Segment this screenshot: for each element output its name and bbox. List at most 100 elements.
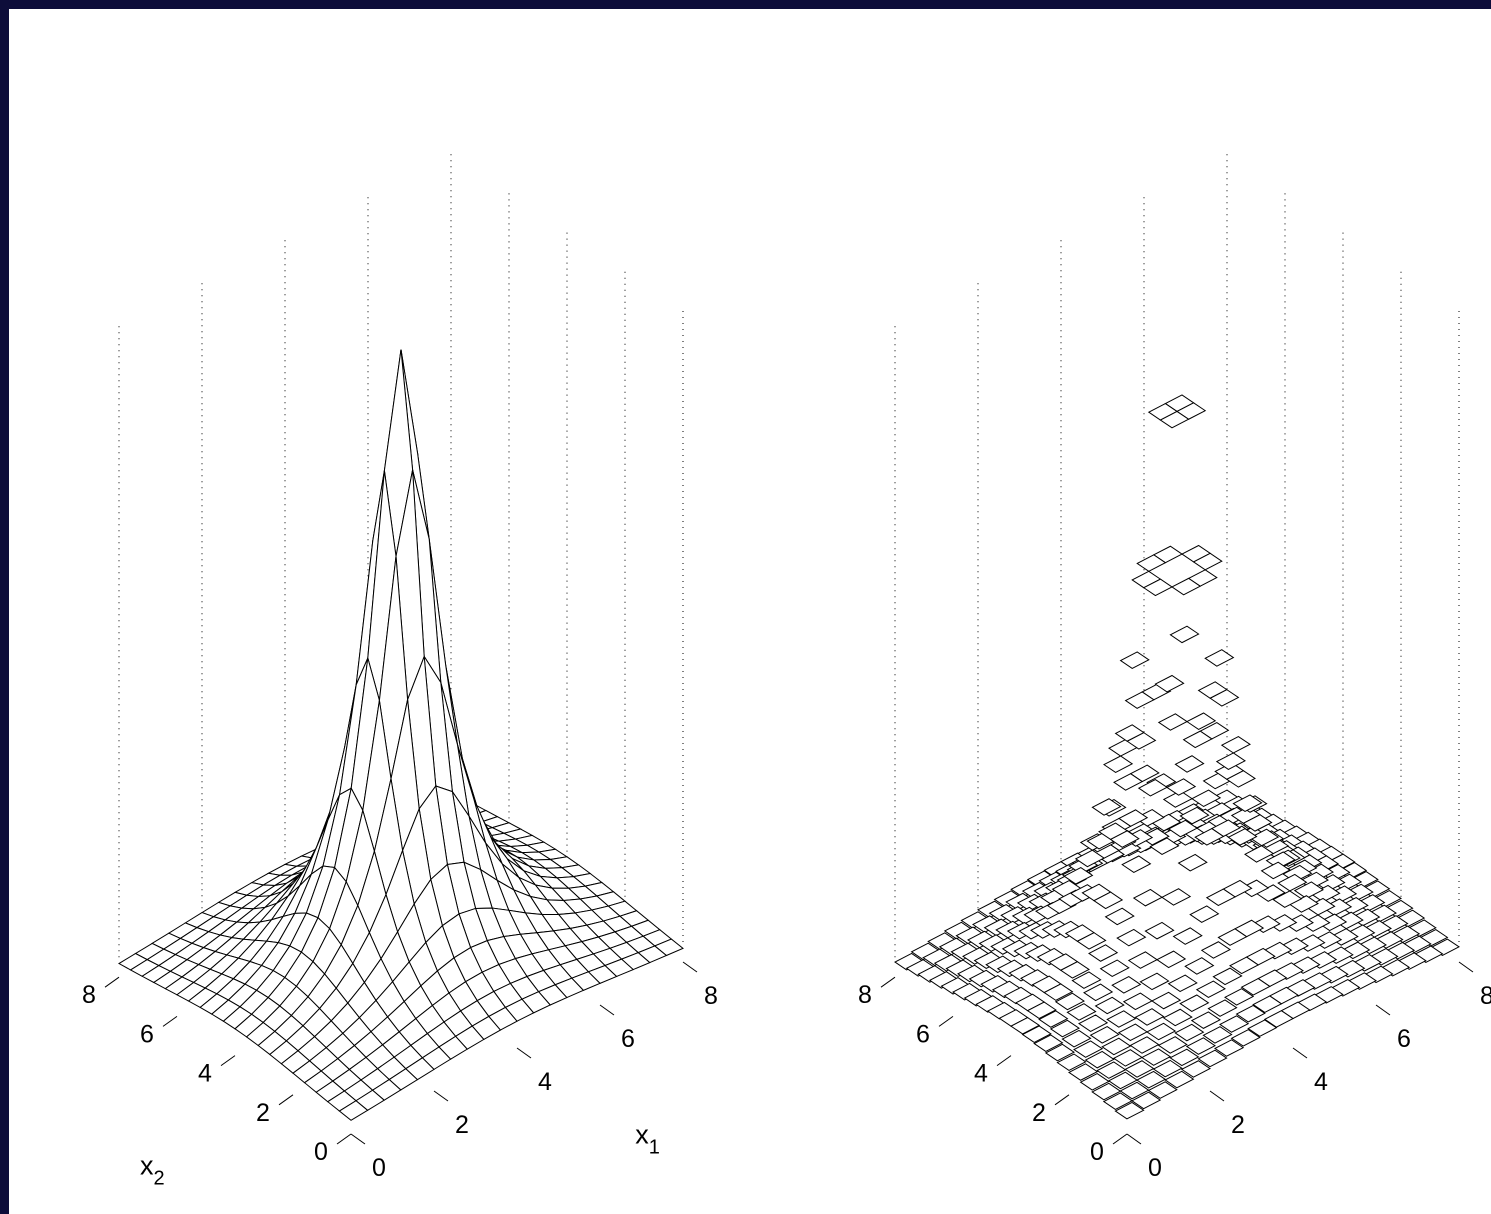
- y-tick-mark-4: [220, 1055, 236, 1067]
- mesh-cell: [1079, 1073, 1110, 1091]
- y-tick-label-8: 8: [858, 981, 872, 1009]
- y-tick-label-4: 4: [974, 1060, 988, 1088]
- mesh-cell: [1177, 853, 1208, 872]
- mesh-cell: [1136, 554, 1167, 572]
- mesh-cell: [1147, 1081, 1178, 1099]
- mesh-cell: [1043, 983, 1074, 1001]
- mesh-cell: [1084, 1050, 1115, 1069]
- mesh-cell: [1101, 1037, 1132, 1056]
- mesh-cell: [1167, 819, 1198, 838]
- x-tick-mark-0: [1126, 1133, 1142, 1145]
- x-tick-mark-6: [1375, 1004, 1391, 1016]
- mesh-cell: [1073, 1040, 1104, 1058]
- mesh-cell: [1272, 890, 1303, 908]
- mesh-cell: [1310, 884, 1341, 903]
- mesh-cell: [1242, 814, 1273, 832]
- mesh-cell: [1149, 837, 1180, 855]
- mesh-cell: [1167, 974, 1198, 993]
- figure-canvas: 0 2 4 6 8 0 2 4 6 8 x1 x2 0 2 4 6 8 0 2 4 6 8: [9, 9, 1491, 1214]
- mesh-cell: [1288, 895, 1319, 913]
- mesh-cell: [1146, 1022, 1177, 1041]
- mesh-cell: [1197, 1049, 1228, 1068]
- mesh-cell: [1184, 957, 1215, 975]
- mesh-cell: [1116, 928, 1147, 947]
- mesh-cell: [1252, 995, 1283, 1013]
- y-tick-mark-6: [162, 1015, 178, 1027]
- mesh-cell: [1109, 830, 1140, 848]
- y-tick-label-8: 8: [82, 981, 96, 1009]
- mesh-cell: [1157, 1036, 1188, 1054]
- mesh-cell: [1263, 1010, 1294, 1028]
- x-tick-label-4: 4: [1314, 1068, 1328, 1096]
- mesh-cell: [1179, 994, 1210, 1013]
- mesh-cell: [1151, 991, 1182, 1010]
- mesh-cell: [1169, 625, 1200, 644]
- mesh-cell: [1119, 1081, 1150, 1100]
- mesh-cell: [1192, 552, 1223, 571]
- mesh-cell: [1191, 789, 1222, 808]
- mesh-cell: [1194, 828, 1225, 846]
- mesh-cell: [1139, 972, 1170, 991]
- mesh-cell: [1224, 988, 1255, 1006]
- mesh-cell: [1207, 999, 1238, 1017]
- mesh-cell: [1260, 861, 1291, 880]
- mesh-cell: [1171, 577, 1202, 596]
- x-tick-mark-6: [599, 1004, 615, 1016]
- mesh-cell: [1185, 1037, 1216, 1055]
- mesh-cell: [1227, 828, 1258, 846]
- mesh-cell: [1096, 1061, 1127, 1079]
- mesh-cell: [1189, 905, 1220, 923]
- y-tick-label-4: 4: [198, 1060, 212, 1088]
- mesh-cell: [1315, 874, 1346, 892]
- mesh-cell: [1174, 755, 1205, 773]
- mesh-cell: [1054, 992, 1085, 1011]
- x-tick-label-2: 2: [1231, 1111, 1245, 1139]
- mesh-cell: [1102, 1092, 1133, 1110]
- mesh-cell: [1172, 927, 1203, 945]
- mesh-cell: [1154, 674, 1185, 693]
- mesh-cell: [1255, 884, 1286, 902]
- mesh-cell: [1179, 806, 1210, 825]
- mesh-cell: [1033, 1034, 1064, 1052]
- mesh-cell: [1164, 1070, 1195, 1089]
- mesh-cell: [1159, 410, 1190, 429]
- mesh-cell: [1204, 649, 1235, 667]
- mesh-cell: [1107, 1071, 1138, 1090]
- mesh-cell: [1156, 950, 1187, 969]
- mesh-cell: [1186, 712, 1217, 731]
- mesh-cell: [1122, 992, 1153, 1011]
- y-tick-label-6: 6: [140, 1020, 154, 1048]
- x-tick-mark-2: [433, 1090, 449, 1102]
- mesh-cell: [1232, 794, 1263, 812]
- mesh-cell: [1112, 1049, 1143, 1067]
- mesh-cell: [1219, 1015, 1250, 1033]
- mesh-cell: [1088, 944, 1119, 962]
- mesh-cell: [1235, 1004, 1266, 1023]
- mesh-cell: [1249, 828, 1280, 847]
- surface-plots: 0 2 4 6 8 0 2 4 6 8 x1 x2 0 2 4 6 8 0 2 4 6 8: [82, 154, 1491, 1189]
- mesh-cell: [1103, 755, 1134, 774]
- mesh-cell: [338, 1100, 369, 1121]
- mesh-cell: [1215, 752, 1246, 770]
- plot-right-bar-surface: 0 2 4 6 8 0 2 4 6 8: [858, 154, 1491, 1182]
- mesh-cell: [1152, 1059, 1183, 1078]
- mesh-cell: [1106, 1010, 1137, 1028]
- mesh-cell: [1244, 845, 1275, 863]
- mesh-cell: [1136, 1070, 1167, 1089]
- x-tick-mark-2: [1209, 1090, 1225, 1102]
- mesh-cell: [1124, 1060, 1155, 1078]
- mesh-cell: [1220, 735, 1251, 754]
- mesh-cell: [1056, 1053, 1087, 1072]
- mesh-cell: [1074, 849, 1105, 868]
- y-tick-mark-6: [938, 1015, 954, 1027]
- mesh-cell: [1093, 891, 1124, 910]
- mesh-cell: [1212, 967, 1243, 986]
- axis-ticks: 0 2 4 6 8 0 2 4 6 8: [858, 961, 1491, 1182]
- mesh-cell: [1202, 1026, 1233, 1044]
- mesh-cell: [1117, 1023, 1148, 1042]
- mesh-cell: [1119, 651, 1150, 670]
- y-tick-label-0: 0: [314, 1138, 328, 1166]
- x-tick-mark-4: [1292, 1047, 1308, 1059]
- mesh-cell: [1195, 980, 1226, 999]
- x-tick-mark-4: [516, 1047, 532, 1059]
